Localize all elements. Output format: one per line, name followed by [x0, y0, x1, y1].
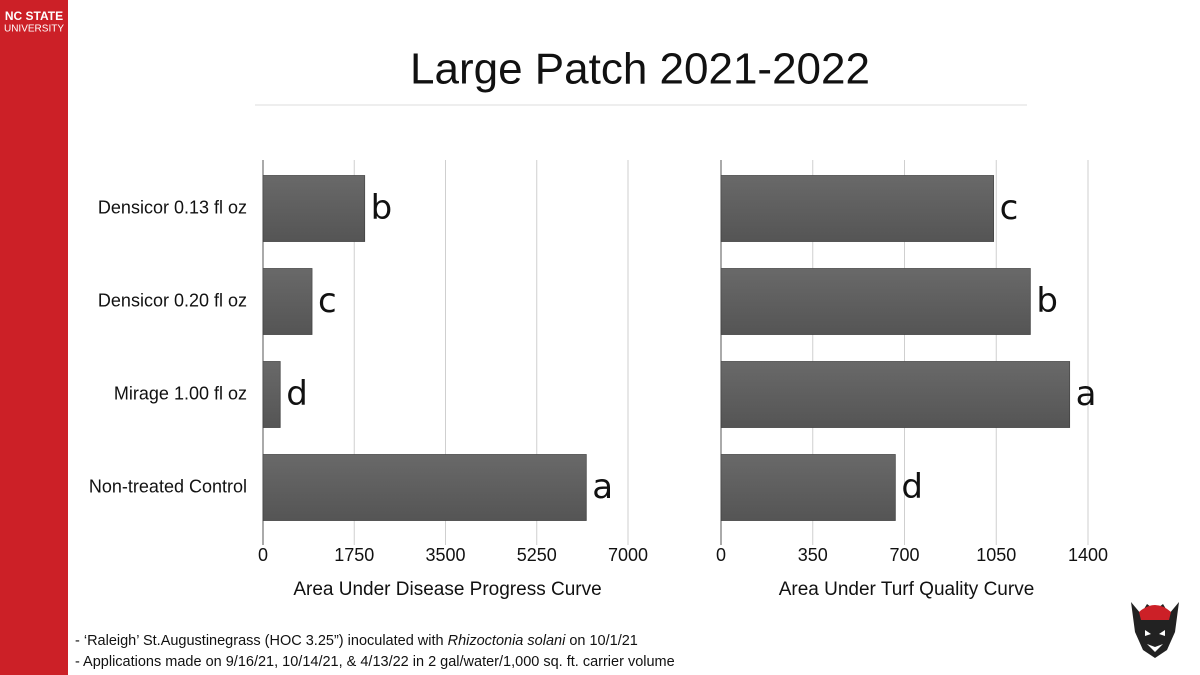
bar-annotation: a	[1076, 374, 1097, 414]
x-tick-label: 3500	[425, 545, 465, 565]
x-tick-label: 1400	[1068, 545, 1108, 565]
x-tick-label: 350	[798, 545, 828, 565]
sidebar	[0, 0, 68, 675]
bar-annotation: c	[318, 281, 337, 321]
x-tick-label: 5250	[517, 545, 557, 565]
x-axis-label: Area Under Turf Quality Curve	[779, 579, 1035, 600]
bar-shade	[721, 268, 1031, 335]
footnote-part: - ‘Raleigh’ St.Augustinegrass (HOC 3.25”…	[75, 633, 448, 649]
logo-text: UNIVERSITY	[4, 24, 64, 35]
logo-text: NC STATE	[5, 9, 63, 23]
footnote-part: Rhizoctonia solani	[448, 633, 566, 649]
bar-annotation: d	[286, 374, 308, 414]
bar-shade	[263, 361, 281, 428]
x-axis-label: Area Under Disease Progress Curve	[293, 579, 601, 600]
y-tick-label: Non-treated Control	[89, 476, 247, 496]
x-tick-label: 1050	[976, 545, 1016, 565]
y-tick-label: Mirage 1.00 fl oz	[114, 383, 247, 403]
bar-annotation: b	[1036, 281, 1058, 321]
bar-annotation: a	[592, 467, 613, 507]
y-tick-label: Densicor 0.13 fl oz	[98, 197, 247, 217]
footnote-part: on 10/1/21	[565, 633, 638, 649]
x-tick-label: 700	[889, 545, 919, 565]
y-tick-label: Densicor 0.20 fl oz	[98, 290, 247, 310]
x-tick-label: 0	[716, 545, 726, 565]
x-tick-label: 7000	[608, 545, 648, 565]
footnote: - Applications made on 9/16/21, 10/14/21…	[75, 654, 675, 670]
bar-shade	[721, 454, 896, 521]
x-tick-label: 1750	[334, 545, 374, 565]
bar-shade	[263, 175, 365, 242]
bar-shade	[263, 268, 313, 335]
bar-shade	[263, 454, 587, 521]
wolf-logo	[1131, 602, 1179, 658]
bar-annotation: d	[901, 467, 923, 507]
footnote: - ‘Raleigh’ St.Augustinegrass (HOC 3.25”…	[75, 633, 638, 649]
bar-shade	[721, 175, 994, 242]
x-tick-label: 0	[258, 545, 268, 565]
bar-shade	[721, 361, 1070, 428]
bar-annotation: b	[371, 188, 393, 228]
slide-title: Large Patch 2021-2022	[410, 45, 870, 94]
bar-annotation: c	[1000, 188, 1019, 228]
